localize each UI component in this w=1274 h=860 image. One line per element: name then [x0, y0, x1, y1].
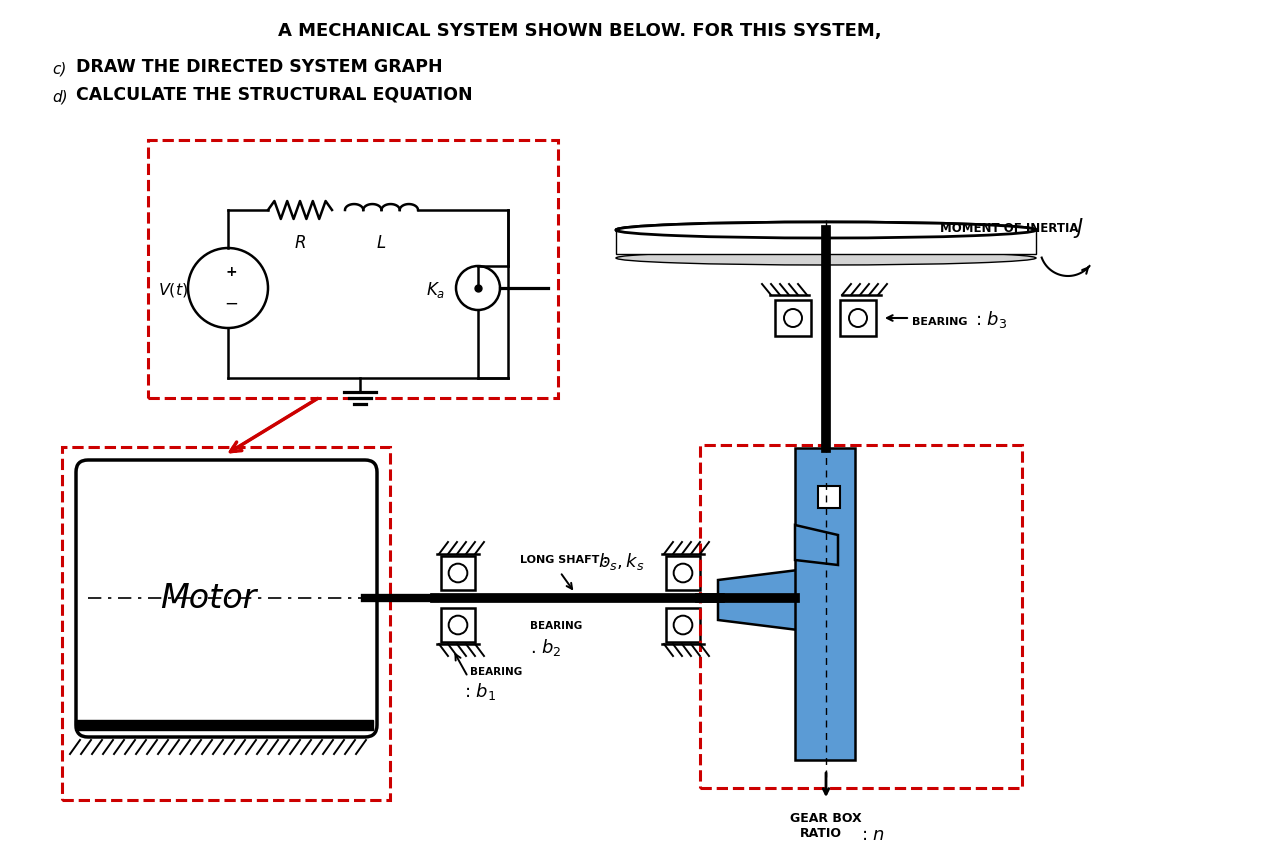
Text: $R$: $R$	[294, 234, 306, 252]
Bar	[441, 608, 475, 642]
Ellipse shape	[617, 222, 1036, 238]
Ellipse shape	[617, 222, 1036, 238]
Ellipse shape	[617, 251, 1036, 265]
Bar	[775, 300, 812, 336]
Text: MOMENT OF INERTIA: MOMENT OF INERTIA	[940, 222, 1079, 235]
Bar	[666, 556, 699, 590]
Bar	[699, 445, 1022, 788]
Text: A MECHANICAL SYSTEM SHOWN BELOW. FOR THIS SYSTEM,: A MECHANICAL SYSTEM SHOWN BELOW. FOR THI…	[278, 22, 882, 40]
Text: : $b_1$: : $b_1$	[464, 681, 496, 703]
FancyBboxPatch shape	[76, 460, 377, 737]
Text: . $b_2$: . $b_2$	[530, 637, 562, 659]
Text: $L$: $L$	[376, 234, 386, 252]
Text: d): d)	[52, 90, 68, 105]
Text: GEAR BOX: GEAR BOX	[790, 812, 861, 825]
Text: CALCULATE THE STRUCTURAL EQUATION: CALCULATE THE STRUCTURAL EQUATION	[76, 86, 473, 104]
Polygon shape	[795, 448, 855, 760]
Text: Motor: Motor	[161, 581, 256, 615]
Text: : $n$: : $n$	[861, 826, 885, 844]
Bar	[441, 556, 475, 590]
Text: c): c)	[52, 62, 66, 77]
Text: LONG SHAFT :: LONG SHAFT :	[520, 555, 608, 565]
Text: $b_s, k_s$: $b_s, k_s$	[598, 551, 645, 573]
Bar	[666, 608, 699, 642]
Text: $V(t)$: $V(t)$	[158, 281, 189, 299]
Text: : $b_3$: : $b_3$	[975, 310, 1008, 330]
Bar	[62, 447, 390, 800]
Polygon shape	[795, 525, 838, 565]
Text: $K_a$: $K_a$	[427, 280, 446, 300]
Text: RATIO: RATIO	[800, 827, 842, 840]
Text: +: +	[225, 265, 237, 279]
Bar	[617, 229, 1036, 254]
Bar	[148, 140, 558, 398]
Text: BEARING: BEARING	[530, 621, 582, 631]
Polygon shape	[719, 565, 838, 635]
Text: DRAW THE DIRECTED SYSTEM GRAPH: DRAW THE DIRECTED SYSTEM GRAPH	[76, 58, 442, 76]
Text: −: −	[224, 295, 238, 313]
Text: BEARING: BEARING	[470, 667, 522, 677]
Bar	[75, 720, 373, 730]
Text: $J$: $J$	[1073, 216, 1084, 240]
Bar	[818, 486, 840, 508]
Bar	[840, 300, 877, 336]
Text: BEARING: BEARING	[912, 317, 967, 327]
